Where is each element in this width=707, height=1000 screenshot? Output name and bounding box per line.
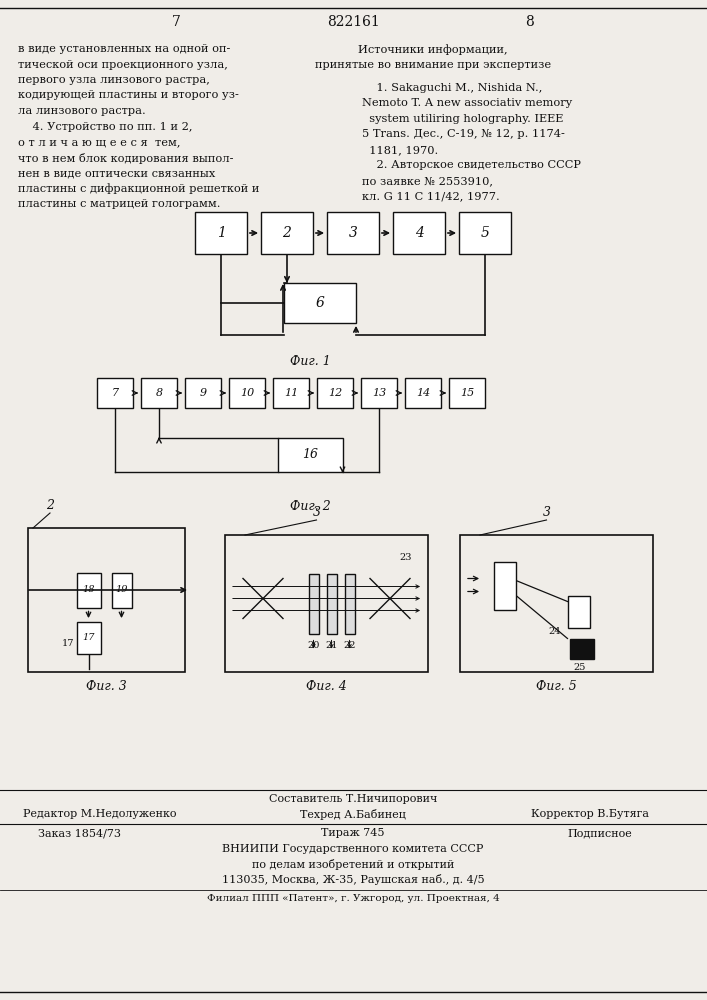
Bar (568, 595, 590, 628)
Text: Филиал ППП «Патент», г. Ужгород, ул. Проектная, 4: Филиал ППП «Патент», г. Ужгород, ул. Про… (206, 894, 499, 903)
Text: о т л и ч а ю щ е е с я  тем,: о т л и ч а ю щ е е с я тем, (18, 137, 180, 147)
Bar (112, 572, 132, 607)
Bar (327, 574, 337, 634)
Bar (225, 535, 428, 672)
Text: первого узла линзового растра,: первого узла линзового растра, (18, 75, 210, 85)
Text: 3: 3 (349, 226, 358, 240)
Text: 11: 11 (284, 388, 298, 398)
Bar (361, 378, 397, 408)
Text: пластины с дифракционной решеткой и: пластины с дифракционной решеткой и (18, 184, 259, 194)
Text: 2. Авторское свидетельство СССР: 2. Авторское свидетельство СССР (362, 160, 581, 170)
Text: 25: 25 (573, 662, 585, 672)
Text: ла линзового растра.: ла линзового растра. (18, 106, 146, 116)
Text: 17: 17 (62, 639, 74, 648)
Text: 5 Trans. Дес., C-19, № 12, p. 1174-: 5 Trans. Дес., C-19, № 12, p. 1174- (362, 129, 565, 139)
Text: 2: 2 (283, 226, 291, 240)
Bar (195, 212, 247, 254)
Bar (273, 378, 309, 408)
Text: 6: 6 (315, 296, 325, 310)
Text: Техред А.Бабинец: Техред А.Бабинец (300, 809, 406, 820)
Text: ВНИИПИ Государственного комитета СССР: ВНИИПИ Государственного комитета СССР (222, 844, 484, 854)
Text: 4. Устройство по пп. 1 и 2,: 4. Устройство по пп. 1 и 2, (18, 121, 192, 131)
Bar (317, 378, 353, 408)
Text: 20: 20 (308, 642, 320, 650)
Bar (278, 438, 342, 472)
Text: 8: 8 (525, 15, 534, 29)
Bar (570, 639, 593, 658)
Bar (284, 283, 356, 323)
Text: тической оси проекционного узла,: тической оси проекционного узла, (18, 60, 228, 70)
Text: 3: 3 (542, 506, 551, 519)
Bar (460, 535, 653, 672)
Text: Фиг. 5: Фиг. 5 (536, 680, 577, 693)
Text: 7: 7 (112, 388, 119, 398)
Bar (76, 622, 100, 654)
Bar (261, 212, 313, 254)
Text: 17: 17 (82, 634, 95, 643)
Bar (76, 572, 100, 607)
Text: Составитель Т.Ничипорович: Составитель Т.Ничипорович (269, 794, 437, 804)
Text: Корректор В.Бутяга: Корректор В.Бутяга (531, 809, 649, 819)
Text: Фиг. 1: Фиг. 1 (290, 355, 330, 368)
Text: 13: 13 (372, 388, 386, 398)
Bar (459, 212, 511, 254)
Bar (405, 378, 441, 408)
Text: 1181, 1970.: 1181, 1970. (362, 145, 438, 155)
Text: 19: 19 (115, 585, 128, 594)
Text: принятые во внимание при экспертизе: принятые во внимание при экспертизе (315, 60, 551, 70)
Bar (308, 574, 318, 634)
Text: 15: 15 (460, 388, 474, 398)
Text: Тираж 745: Тираж 745 (321, 828, 385, 838)
Text: 22: 22 (344, 642, 356, 650)
Bar (344, 574, 354, 634)
Text: 24: 24 (548, 627, 561, 636)
Text: 14: 14 (416, 388, 430, 398)
Text: 12: 12 (328, 388, 342, 398)
Text: Подписное: Подписное (568, 828, 632, 838)
Text: кл. G 11 C 11/42, 1977.: кл. G 11 C 11/42, 1977. (362, 191, 500, 201)
Text: 4: 4 (414, 226, 423, 240)
Bar (97, 378, 133, 408)
Text: по делам изобретений и открытий: по делам изобретений и открытий (252, 859, 454, 870)
Text: 16: 16 (302, 448, 318, 462)
Text: 822161: 822161 (327, 15, 380, 29)
Text: 5: 5 (481, 226, 489, 240)
Bar (494, 562, 516, 609)
Bar (229, 378, 265, 408)
Text: 21: 21 (325, 642, 338, 650)
Bar (185, 378, 221, 408)
Text: нен в виде оптически связанных: нен в виде оптически связанных (18, 168, 215, 178)
Text: 9: 9 (199, 388, 206, 398)
Text: Редактор М.Недолуженко: Редактор М.Недолуженко (23, 809, 177, 819)
Text: Фиг. 2: Фиг. 2 (290, 500, 330, 513)
Text: Фиг. 4: Фиг. 4 (306, 680, 347, 693)
Text: 113035, Москва, Ж-35, Раушская наб., д. 4/5: 113035, Москва, Ж-35, Раушская наб., д. … (222, 874, 484, 885)
Text: 1: 1 (216, 226, 226, 240)
Text: 18: 18 (82, 585, 95, 594)
Text: 8: 8 (156, 388, 163, 398)
Text: пластины с матрицей голограмм.: пластины с матрицей голограмм. (18, 199, 221, 209)
Text: что в нем блок кодирования выпол-: что в нем блок кодирования выпол- (18, 152, 233, 163)
Text: по заявке № 2553910,: по заявке № 2553910, (362, 176, 493, 186)
Text: в виде установленных на одной оп-: в виде установленных на одной оп- (18, 44, 230, 54)
Text: кодирующей пластины и второго уз-: кодирующей пластины и второго уз- (18, 91, 239, 101)
Bar (393, 212, 445, 254)
Text: system utiliring holography. IEEE: system utiliring holography. IEEE (362, 114, 563, 124)
Bar (327, 212, 379, 254)
Text: 7: 7 (172, 15, 180, 29)
Text: Фиг. 3: Фиг. 3 (86, 680, 127, 693)
Text: 23: 23 (399, 553, 412, 562)
Bar (449, 378, 485, 408)
Text: 3: 3 (312, 506, 320, 519)
Text: 1. Sakaguchi M., Nishida N.,: 1. Sakaguchi M., Nishida N., (362, 83, 542, 93)
Text: 10: 10 (240, 388, 254, 398)
Text: Заказ 1854/73: Заказ 1854/73 (38, 828, 122, 838)
Text: 2: 2 (46, 499, 54, 512)
Text: Nemoto T. A new associativ memory: Nemoto T. A new associativ memory (362, 98, 572, 108)
Bar (28, 528, 185, 672)
Bar (141, 378, 177, 408)
Text: Источники информации,: Источники информации, (358, 44, 508, 55)
